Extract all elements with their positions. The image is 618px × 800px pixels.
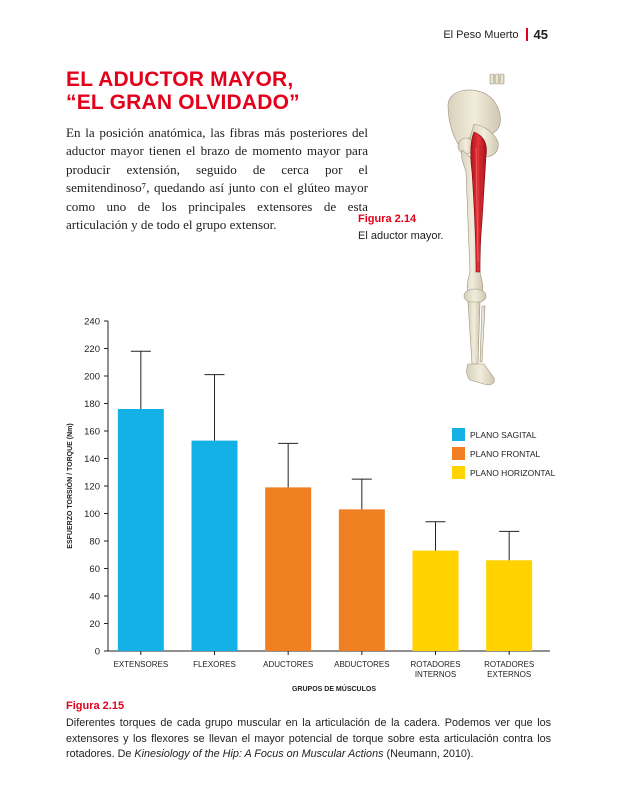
figure-2-15-caption-text: Diferentes torques de cada grupo muscula…	[66, 717, 551, 760]
y-tick-label: 0	[95, 647, 100, 658]
y-tick-label: 220	[84, 344, 100, 355]
figure-2-15-caption-source-title: Kinesiology of the Hip: A Focus on Muscu…	[134, 748, 384, 760]
bar	[338, 509, 385, 651]
x-tick-label: ROTADORES	[410, 660, 460, 669]
page-number: 45	[533, 27, 548, 42]
y-tick-label: 140	[84, 454, 100, 465]
running-head-separator	[525, 28, 528, 41]
figure-2-14-caption: El aductor mayor.	[358, 230, 444, 242]
figure-2-14-label: Figura 2.14	[358, 213, 417, 225]
article-title-line-1: EL ADUCTOR MAYOR,	[66, 68, 294, 91]
article-body: En la posición anatómica, las fibras más…	[66, 125, 368, 233]
x-tick-label: FLEXORES	[193, 660, 236, 669]
legend-label: PLANO HORIZONTAL	[470, 467, 556, 478]
figure-2-15-label: Figura 2.15	[66, 700, 125, 712]
y-tick-label: 40	[89, 592, 100, 603]
legend-item: PLANO HORIZONTAL	[452, 463, 555, 482]
legend-item: PLANO FRONTAL	[452, 444, 555, 463]
chart-legend: PLANO SAGITAL PLANO FRONTAL PLANO HORIZONT…	[452, 425, 555, 482]
x-tick-label: INTERNOS	[415, 670, 456, 679]
y-tick-label: 60	[89, 564, 100, 575]
muscle-torque-chart: 0 20 40 60 80 100 120 140 160 180 200 220 240 ESFUERZ…	[65, 317, 550, 693]
x-tick-label: EXTERNOS	[487, 670, 531, 679]
legend-swatch	[452, 428, 465, 441]
y-tick-label: 180	[84, 399, 100, 410]
y-tick-label: 200	[84, 372, 100, 383]
figure-2-15-caption: Diferentes torques de cada grupo muscula…	[66, 716, 551, 763]
x-axis-title: GRUPOS DE MÚSCULOS	[292, 684, 376, 693]
running-title: El Peso Muerto	[443, 28, 519, 41]
figure-2-15-caption-source-note: (Neumann, 2010).	[383, 748, 474, 760]
x-tick-label: ROTADORES	[484, 660, 534, 669]
y-tick-label: 240	[84, 317, 100, 328]
y-tick-label: 20	[89, 619, 100, 630]
x-tick-label: EXTENSORES	[113, 660, 168, 669]
y-tick-label: 80	[89, 537, 100, 548]
legend-swatch	[452, 466, 465, 479]
running-head: El Peso Muerto 45	[443, 27, 548, 42]
y-tick-label: 160	[84, 427, 100, 438]
legend-swatch	[452, 447, 465, 460]
y-tick-label: 120	[84, 482, 100, 493]
legend-label: PLANO SAGITAL	[470, 429, 537, 440]
x-tick-label: ABDUCTORES	[334, 660, 389, 669]
x-tick-label: ADUCTORES	[263, 660, 313, 669]
y-tick-label: 100	[84, 509, 100, 520]
y-axis-title: ESFUERZO TORSIÓN / TORQUE (Nm)	[65, 423, 74, 548]
bar	[117, 409, 164, 651]
bar	[191, 440, 238, 651]
bar	[412, 550, 459, 651]
leg-skeleton-illustration	[447, 73, 505, 386]
bar	[486, 560, 533, 651]
legend-item: PLANO SAGITAL	[452, 425, 555, 444]
article-title-line-2: “EL GRAN OLVIDADO”	[66, 91, 300, 114]
article-title: EL ADUCTOR MAYOR, “EL GRAN OLVIDADO”	[66, 68, 366, 114]
legend-label: PLANO FRONTAL	[470, 448, 541, 459]
bar	[265, 487, 312, 651]
